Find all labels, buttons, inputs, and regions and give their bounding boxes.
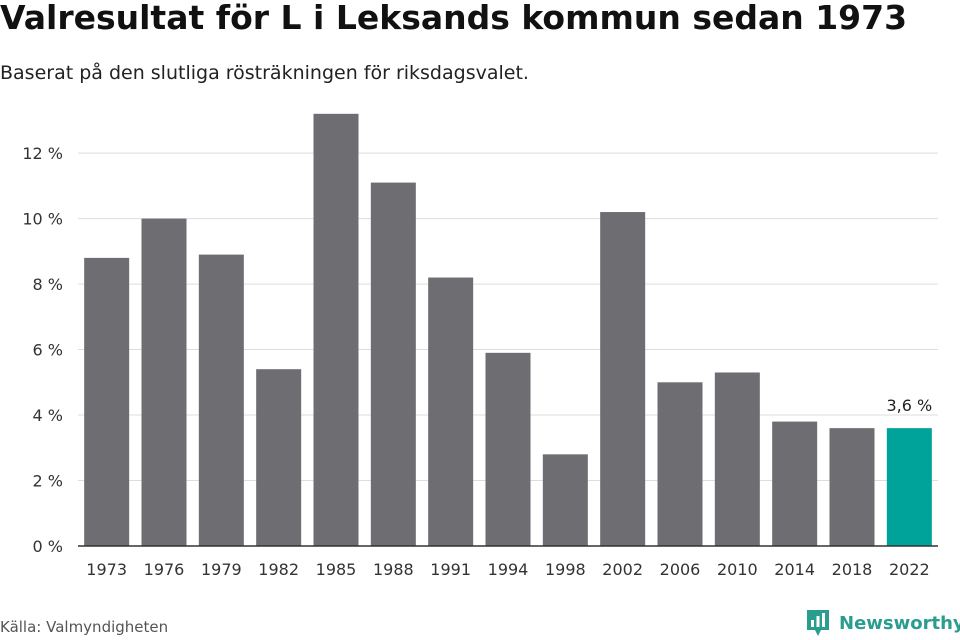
x-tick-label: 2014 — [774, 560, 815, 579]
x-axis-ticks: 1973 1976 1979 1982 1985 1988 1991 1994 1998 2002… — [86, 560, 929, 579]
bar-1998 — [542, 454, 588, 546]
source-note: Källa: Valmyndigheten — [0, 618, 169, 636]
y-tick-label: 8 % — [33, 275, 63, 294]
bar-1994 — [485, 352, 531, 546]
bar-chart: 0 % 2 % 4 % 6 % 8 % 10 % 12 % 1973 1976 1979 1982… — [22, 113, 938, 579]
bar-2014 — [772, 421, 818, 546]
y-tick-label: 2 % — [33, 472, 63, 491]
bar-1985 — [313, 113, 359, 547]
bar-1973 — [84, 257, 130, 546]
x-tick-label: 2006 — [660, 560, 701, 579]
x-tick-label: 1973 — [86, 560, 127, 579]
y-tick-label: 4 % — [33, 406, 63, 425]
bar-2022 — [886, 428, 932, 546]
x-tick-label: 1976 — [144, 560, 185, 579]
bar-2002 — [600, 212, 646, 547]
brand-logo: Newsworthy — [805, 609, 960, 637]
chart-title: Valresultat för L i Leksands kommun seda… — [0, 0, 908, 37]
x-tick-label: 1985 — [316, 560, 357, 579]
x-tick-label: 1991 — [430, 560, 471, 579]
x-tick-label: 2022 — [889, 560, 930, 579]
bar-1991 — [428, 277, 474, 546]
bars — [84, 113, 932, 547]
x-tick-label: 2010 — [717, 560, 758, 579]
y-tick-label: 12 % — [22, 144, 63, 163]
bar-2006 — [657, 382, 703, 546]
bar-1988 — [370, 182, 416, 547]
data-label: 3,6 % — [886, 396, 932, 415]
brand-name: Newsworthy — [839, 612, 960, 634]
y-tick-label: 10 % — [22, 210, 63, 229]
x-tick-label: 2018 — [832, 560, 873, 579]
bar-1982 — [256, 369, 302, 546]
x-tick-label: 1988 — [373, 560, 414, 579]
x-tick-label: 2002 — [602, 560, 643, 579]
y-tick-label: 6 % — [33, 341, 63, 360]
chart-subtitle: Baserat på den slutliga rösträkningen fö… — [0, 62, 529, 84]
y-axis-ticks: 0 % 2 % 4 % 6 % 8 % 10 % 12 % — [22, 144, 63, 556]
x-tick-label: 1998 — [545, 560, 586, 579]
data-labels: 3,6 % — [886, 396, 932, 415]
bar-2018 — [829, 428, 875, 546]
bar-2010 — [714, 372, 760, 546]
x-tick-label: 1994 — [488, 560, 529, 579]
bar-1979 — [198, 254, 244, 546]
bar-1976 — [141, 218, 187, 546]
newsworthy-logo-icon — [807, 610, 829, 636]
x-tick-label: 1982 — [258, 560, 299, 579]
y-tick-label: 0 % — [33, 537, 63, 556]
x-tick-label: 1979 — [201, 560, 242, 579]
